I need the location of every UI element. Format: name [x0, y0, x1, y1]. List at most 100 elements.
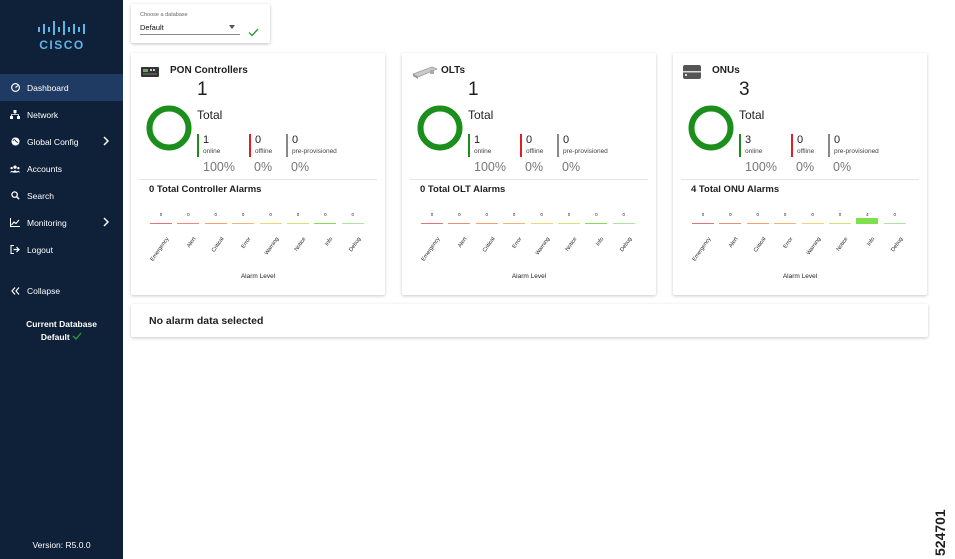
online-percent: 100%	[745, 160, 777, 174]
alarm-level-label: Error	[240, 236, 253, 250]
sidebar-item-label: Network	[27, 109, 59, 120]
alarm-level-emergency: 0 Emergency	[692, 202, 718, 263]
online-percent: 100%	[203, 160, 235, 174]
alarm-level-emergency: 0 Emergency	[421, 202, 447, 263]
alarm-level-error: 0 Error	[232, 202, 258, 262]
alarm-bar[interactable]	[585, 222, 608, 224]
alarm-bar[interactable]	[612, 222, 635, 224]
alarm-bar[interactable]	[448, 222, 471, 224]
total-count: 1	[197, 79, 208, 100]
offline-label: offline	[255, 148, 273, 155]
alarm-count-label: 0	[296, 212, 300, 217]
pon-controllers-card: PON Controllers 1 Total 1 online 0 offline 0 p…	[131, 53, 385, 295]
collapse-label: Collapse	[27, 285, 61, 296]
alarm-bar[interactable]	[856, 218, 879, 224]
divider	[139, 179, 377, 180]
alarm-bar[interactable]	[829, 222, 851, 224]
offline-stat: 0 offline	[520, 134, 543, 157]
alarm-level-axis-label: Alarm Level	[511, 273, 547, 280]
alarm-level-label: Notice	[293, 236, 308, 253]
alarm-bar[interactable]	[421, 222, 443, 224]
alarm-bar[interactable]	[746, 222, 769, 224]
onus-card: ONUs 3 Total 3 online 0 offline 0 pre-provisio…	[673, 53, 927, 295]
offline-stat: 0 offline	[791, 134, 814, 157]
sidebar-item-accounts[interactable]: Accounts	[0, 155, 123, 182]
alarm-bar[interactable]	[503, 222, 526, 224]
alarm-count-label: 0	[269, 212, 272, 217]
sidebar-nav: Dashboard Network Global Config Accounts…	[0, 74, 123, 263]
alarm-count-label: 0	[324, 212, 327, 217]
offline-count: 0	[797, 134, 804, 146]
alarm-count-label: 0	[729, 212, 732, 217]
alarm-count-label: 0	[512, 212, 516, 217]
alarm-level-debug: 0 Debug	[341, 202, 368, 262]
alarm-count-label: 0	[214, 212, 218, 217]
current-database: Current Database Default	[0, 318, 123, 344]
alarm-bar[interactable]	[801, 222, 824, 224]
alarm-level-notice: 0 Notice	[558, 202, 584, 262]
online-count: 3	[745, 134, 752, 146]
database-selector-value[interactable]: Default	[140, 23, 164, 32]
alarm-bar[interactable]	[774, 222, 797, 224]
preprov-label: pre-provisioned	[292, 148, 337, 155]
sidebar-item-label: Search	[27, 190, 54, 201]
alarm-bar[interactable]	[341, 222, 364, 224]
alarm-bar[interactable]	[287, 222, 309, 224]
current-database-label: Current Database	[26, 319, 97, 329]
alarm-bar[interactable]	[259, 222, 282, 224]
alarm-count-label: 0	[811, 212, 814, 217]
caret-down-icon[interactable]	[229, 25, 235, 29]
alarm-level-label: Critical	[752, 236, 768, 254]
offline-percent: 0%	[796, 160, 815, 174]
alarm-level-warning: 0 Warning	[530, 202, 557, 262]
search-icon	[10, 191, 20, 201]
alarm-count-label: 0	[351, 212, 355, 217]
alarm-count-label: 0	[485, 212, 489, 217]
alarm-level-warning: 0 Warning	[801, 202, 828, 262]
database-selector[interactable]: Choose a database Default	[131, 4, 270, 43]
preprov-stat: 0 pre-provisioned	[286, 134, 337, 157]
online-stat: 3 online	[739, 134, 762, 157]
alarm-bar[interactable]	[204, 222, 227, 224]
logout-icon	[10, 245, 20, 255]
total-count: 1	[468, 79, 479, 100]
sidebar-item-logout[interactable]: Logout	[0, 236, 123, 263]
alarm-level-label: Warning	[805, 236, 823, 257]
alarm-bar[interactable]	[475, 222, 498, 224]
version-label: Version: R5.0.0	[32, 540, 91, 550]
alarm-level-alert: 0 Alert	[719, 202, 745, 262]
alarm-bar[interactable]	[883, 222, 906, 224]
divider	[410, 179, 648, 180]
brand-name: CISCO	[39, 38, 85, 52]
pon-controller-icon	[141, 65, 159, 83]
chevron-right-icon	[103, 136, 111, 146]
sidebar-item-dashboard[interactable]: Dashboard	[0, 74, 123, 101]
alarm-bar[interactable]	[232, 222, 255, 224]
alarm-count-label: 0	[595, 212, 598, 217]
sidebar-item-monitoring[interactable]: Monitoring	[0, 209, 123, 236]
alarm-bar[interactable]	[150, 222, 172, 224]
alarm-level-debug: 0 Debug	[612, 202, 639, 262]
preprov-count: 0	[834, 134, 841, 146]
online-stat: 1 online	[197, 134, 220, 157]
alarm-bar[interactable]	[314, 222, 337, 224]
alarm-bar[interactable]	[177, 222, 200, 224]
alarm-count-label: 0	[701, 212, 705, 217]
alarm-count-label: 0	[540, 212, 543, 217]
sidebar-item-label: Logout	[27, 244, 53, 255]
collapse-button[interactable]: Collapse	[0, 277, 123, 304]
alarm-level-label: Alert	[728, 236, 740, 249]
sidebar-item-label: Global Config	[27, 136, 79, 147]
sidebar-item-global-config[interactable]: Global Config	[0, 128, 123, 155]
globe-icon	[10, 137, 20, 147]
alarm-bar[interactable]	[692, 222, 714, 224]
sidebar-item-search[interactable]: Search	[0, 182, 123, 209]
alarm-level-label: Warning	[263, 236, 281, 257]
alarm-bar[interactable]	[558, 222, 580, 224]
alarm-bar[interactable]	[530, 222, 553, 224]
alarm-bar[interactable]	[719, 222, 742, 224]
sidebar-item-network[interactable]: Network	[0, 101, 123, 128]
preprov-percent: 0%	[562, 160, 581, 174]
alarm-level-label: Notice	[835, 236, 850, 253]
alarm-level-warning: 0 Warning	[259, 202, 286, 262]
